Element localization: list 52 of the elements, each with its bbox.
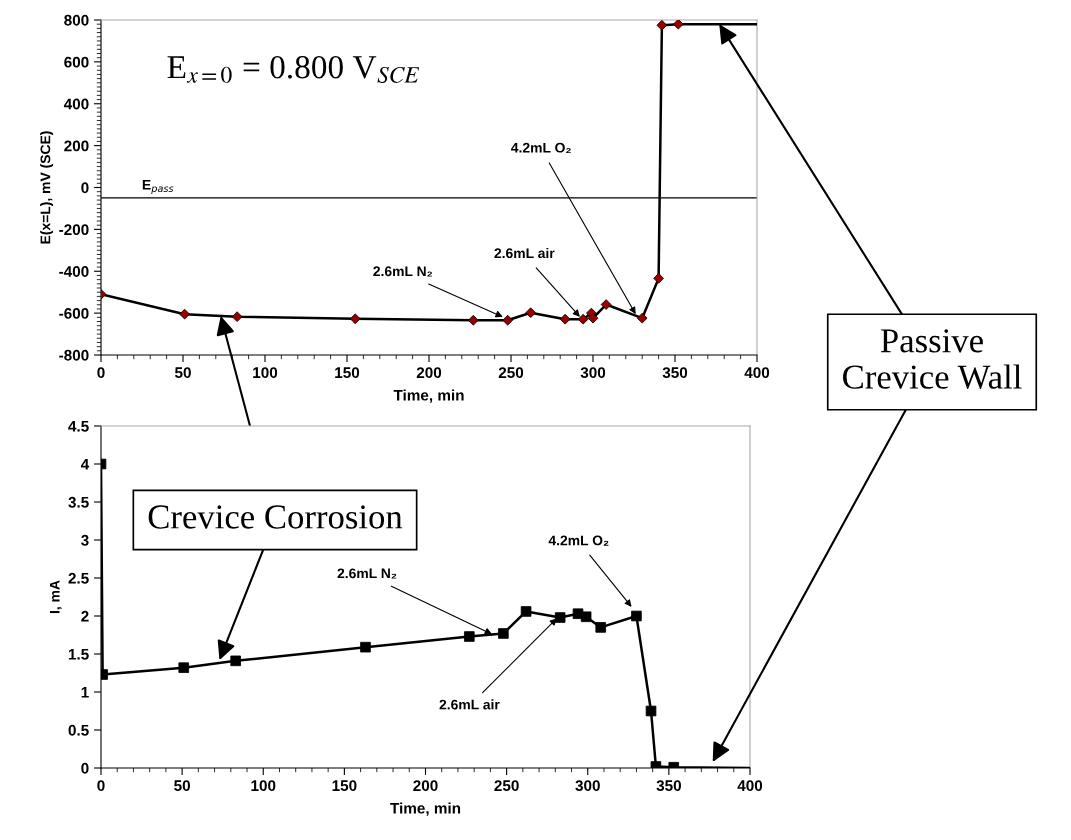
annotation: E$_{x=0}$ = 0.800 V$_{SCE}$ xyxy=(167,55,420,83)
x-tick-label: 50 xyxy=(174,367,191,379)
annotation: 4.2mL O₂ xyxy=(511,142,571,153)
x-tick-label: 100 xyxy=(251,780,276,792)
annotation: 4.2mL O₂ xyxy=(548,535,609,546)
x-tick-label: 150 xyxy=(332,780,357,792)
annotation: 2.6mL N₂ xyxy=(373,266,433,277)
x-tick-label: 250 xyxy=(498,367,524,379)
x-tick-label: 300 xyxy=(575,780,600,792)
y-tick-label: 2.5 xyxy=(68,572,89,584)
point xyxy=(580,611,592,623)
y-tick-label: 4.5 xyxy=(68,421,89,432)
y-tick-label: -800 xyxy=(59,349,89,361)
x-tick-label: 0 xyxy=(97,367,105,379)
y-tick-label: 800 xyxy=(64,14,89,26)
y-tick-label: 400 xyxy=(63,98,89,110)
annotation: 2.6mL air xyxy=(494,247,555,259)
x-tick-label: 0 xyxy=(97,780,105,792)
annotation: Crevice Corrosion xyxy=(148,505,403,529)
ref-line-label: E$_{pass}$ xyxy=(142,180,174,194)
y-axis-title: E(x=L), mV (SCE) xyxy=(40,131,54,244)
x-tick-label: 200 xyxy=(416,367,442,379)
x-axis-title: Time, min xyxy=(393,389,464,403)
x-tick-label: 100 xyxy=(253,367,278,379)
x-tick-label: 150 xyxy=(335,367,360,379)
annotation: Passive Crevice Wall xyxy=(843,329,1022,390)
y-tick-label: 0 xyxy=(81,762,89,774)
y-tick-label: 0.5 xyxy=(68,724,89,736)
x-axis-title: Time, min xyxy=(390,802,461,816)
x-tick-label: 400 xyxy=(744,367,770,379)
y-tick-label: 3.5 xyxy=(68,496,89,508)
x-tick-label: 50 xyxy=(174,780,190,792)
x-tick-label: 350 xyxy=(662,367,688,379)
y-tick-label: -400 xyxy=(59,266,89,277)
x-tick-label: 200 xyxy=(413,780,438,792)
x-tick-label: 350 xyxy=(656,780,681,792)
y-tick-label: 1.5 xyxy=(68,649,89,660)
y-tick-label: 1 xyxy=(81,687,89,698)
y-tick-label: 0 xyxy=(81,182,89,194)
x-tick-label: 250 xyxy=(494,780,519,792)
y-tick-label: 4 xyxy=(80,459,90,470)
y-tick-label: 600 xyxy=(64,56,89,68)
y-tick-label: -200 xyxy=(59,224,89,236)
y-tick-label: 200 xyxy=(64,140,89,152)
annotation: 2.6mL air xyxy=(439,699,500,710)
y-tick-label: 3 xyxy=(81,534,89,546)
x-tick-label: 300 xyxy=(580,367,606,379)
y-tick-label: -600 xyxy=(59,307,89,319)
annotation: 2.6mL N₂ xyxy=(337,568,397,579)
y-axis-title: I, mA xyxy=(49,580,62,614)
x-tick-label: 400 xyxy=(737,780,763,792)
y-tick-label: 2 xyxy=(81,610,89,622)
